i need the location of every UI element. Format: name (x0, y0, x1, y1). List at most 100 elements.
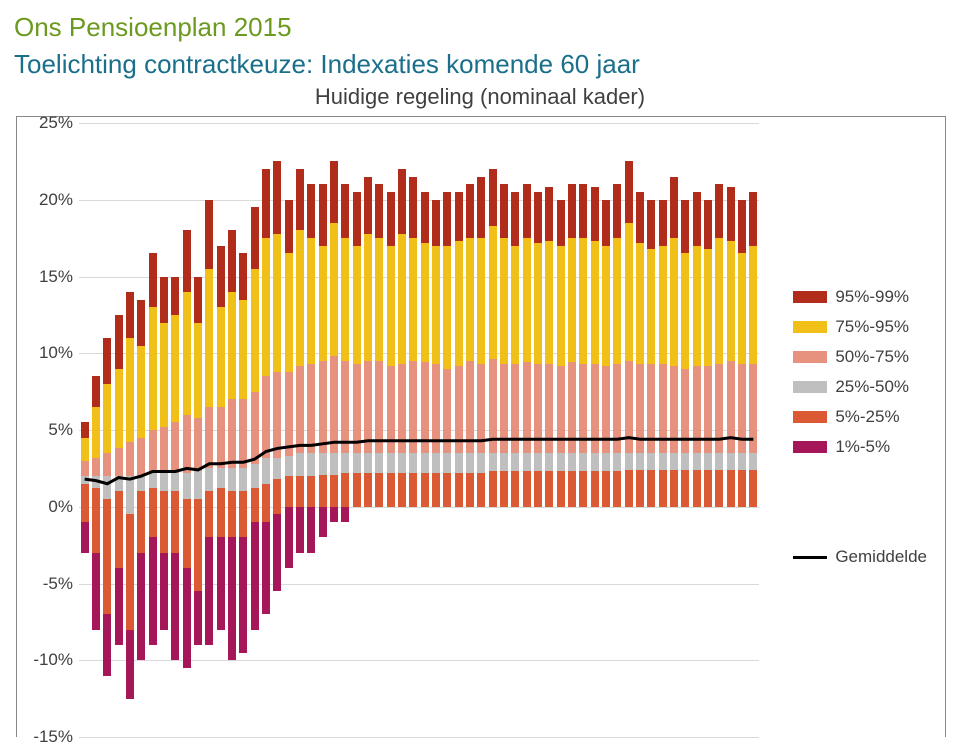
bar-segment-p50_75 (659, 364, 667, 453)
bar-column (557, 123, 565, 737)
bar-segment-p50_75 (477, 364, 485, 453)
bar-segment-p25_50 (500, 453, 508, 471)
legend-item: 50%-75% (793, 347, 927, 367)
bar-segment-p50_75 (126, 442, 134, 476)
legend-label: 95%-99% (835, 287, 909, 307)
bar-segment-p75_95 (443, 246, 451, 369)
bar-segment-p75_95 (636, 243, 644, 364)
bar-column (194, 123, 202, 737)
bar-segment-p5_25 (183, 499, 191, 568)
bar-column (115, 123, 123, 737)
bar-segment-p95_99 (477, 177, 485, 238)
legend-label: Gemiddelde (835, 547, 927, 567)
bar-segment-p25_50 (659, 453, 667, 470)
bar-column (81, 123, 89, 737)
bar-segment-p1_5 (92, 553, 100, 630)
bar-segment-p50_75 (149, 430, 157, 473)
bar-segment-p25_50 (160, 473, 168, 491)
bar-segment-p5_25 (681, 470, 689, 507)
bar-segment-p25_50 (443, 453, 451, 473)
bar-segment-p95_99 (205, 200, 213, 269)
bar-segment-p50_75 (171, 422, 179, 473)
bar-segment-p50_75 (534, 364, 542, 453)
bar-segment-p1_5 (205, 537, 213, 644)
bar-segment-p5_25 (659, 470, 667, 507)
bar-segment-p50_75 (625, 361, 633, 453)
bar-segment-p95_99 (262, 169, 270, 238)
bar-segment-p5_25 (466, 473, 474, 507)
chart-title: Huidige regeling (nominaal kader) (14, 84, 946, 110)
bar-segment-p75_95 (613, 238, 621, 364)
bar-segment-p75_95 (602, 246, 610, 366)
bar-segment-p5_25 (205, 491, 213, 537)
y-tick-label: 15% (25, 267, 73, 287)
bar-segment-p25_50 (602, 453, 610, 471)
bar-segment-p5_25 (636, 470, 644, 507)
bar-segment-p75_95 (523, 238, 531, 362)
bar-segment-p25_50 (103, 476, 111, 499)
bar-segment-p1_5 (228, 537, 236, 660)
legend-item: 1%-5% (793, 437, 927, 457)
bar-segment-p25_50 (364, 453, 372, 473)
legend-item: 75%-95% (793, 317, 927, 337)
bar-segment-p5_25 (262, 484, 270, 522)
bar-segment-p50_75 (92, 458, 100, 476)
bar-column (375, 123, 383, 737)
bar-segment-p25_50 (183, 473, 191, 499)
bar-segment-p25_50 (670, 453, 678, 470)
bar-column (738, 123, 746, 737)
bar-segment-p75_95 (511, 246, 519, 364)
bar-segment-p1_5 (341, 507, 349, 522)
bar-segment-p50_75 (251, 392, 259, 464)
bar-segment-p5_25 (500, 471, 508, 506)
bar-segment-p25_50 (647, 453, 655, 470)
bar-column (693, 123, 701, 737)
bar-segment-p95_99 (704, 200, 712, 249)
bar-segment-p75_95 (364, 234, 372, 361)
bar-segment-p25_50 (579, 453, 587, 471)
bar-segment-p5_25 (353, 473, 361, 507)
bar-segment-p5_25 (171, 491, 179, 552)
bar-segment-p25_50 (307, 453, 315, 476)
bar-segment-p95_99 (613, 184, 621, 238)
bar-segment-p1_5 (126, 630, 134, 699)
bar-segment-p5_25 (251, 488, 259, 522)
bar-segment-p50_75 (194, 418, 202, 472)
bar-segment-p95_99 (183, 230, 191, 291)
bar-column (273, 123, 281, 737)
bar-segment-p50_75 (647, 364, 655, 453)
bar-segment-p5_25 (103, 499, 111, 614)
bar-segment-p95_99 (421, 192, 429, 243)
bar-column (353, 123, 361, 737)
bar-segment-p75_95 (715, 238, 723, 364)
y-tick-label: 5% (25, 420, 73, 440)
bar-segment-p5_25 (579, 471, 587, 506)
bar-segment-p75_95 (330, 223, 338, 357)
bar-segment-p5_25 (545, 471, 553, 506)
bar-segment-p25_50 (636, 453, 644, 470)
bar-column (251, 123, 259, 737)
bar-segment-p95_99 (81, 422, 89, 437)
bar-segment-p5_25 (421, 473, 429, 507)
bar-segment-p25_50 (126, 476, 134, 514)
bar-segment-p1_5 (262, 522, 270, 614)
bar-segment-p50_75 (307, 364, 315, 453)
bar-segment-p25_50 (409, 453, 417, 473)
bar-segment-p95_99 (489, 169, 497, 226)
bar-segment-p25_50 (625, 453, 633, 470)
bar-column (160, 123, 168, 737)
bar-segment-p25_50 (375, 453, 383, 473)
bar-segment-p75_95 (398, 234, 406, 364)
bar-segment-p95_99 (239, 253, 247, 299)
bar-segment-p5_25 (523, 471, 531, 506)
bar-segment-p50_75 (693, 366, 701, 453)
bar-segment-p75_95 (307, 238, 315, 364)
bar-segment-p95_99 (557, 200, 565, 246)
bar-segment-p25_50 (137, 476, 145, 491)
bar-segment-p50_75 (81, 461, 89, 476)
bar-segment-p25_50 (704, 453, 712, 470)
bar-segment-p25_50 (149, 473, 157, 488)
bar-segment-p50_75 (727, 361, 735, 453)
bar-segment-p50_75 (432, 364, 440, 453)
bar-segment-p25_50 (715, 453, 723, 470)
